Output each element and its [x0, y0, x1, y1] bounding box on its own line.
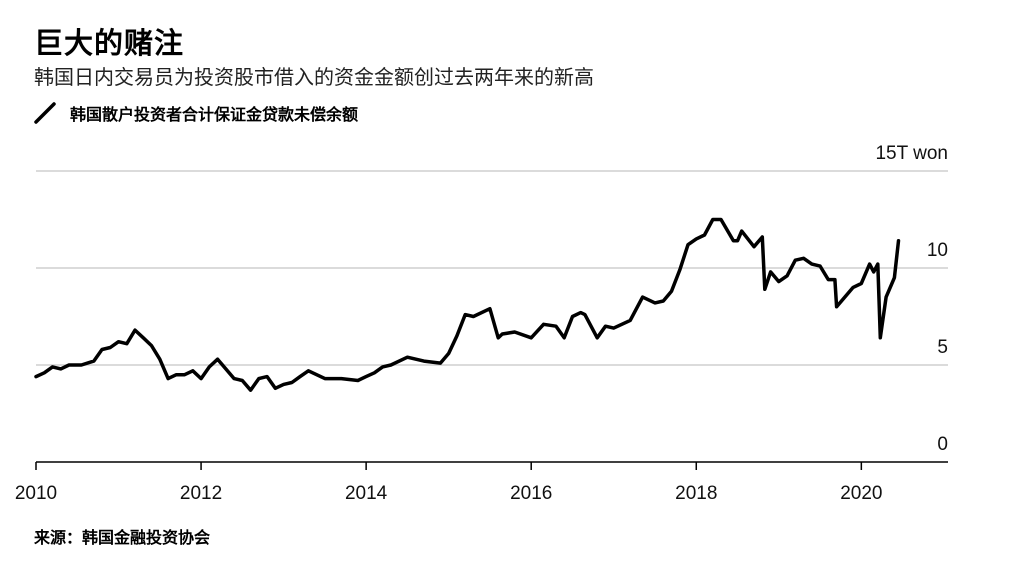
- x-tick-label: 2014: [345, 483, 388, 504]
- x-axis: [35, 461, 948, 470]
- x-tick-label: 2020: [840, 483, 882, 504]
- legend-line-icon: [34, 102, 56, 124]
- x-tick-label: 2012: [180, 483, 222, 504]
- x-tick-label: 2010: [15, 483, 57, 504]
- series-layer: [34, 217, 901, 392]
- x-tick-label: 2016: [510, 483, 552, 504]
- tick-labels: 0 5 10 15T won 2010 2012 2014 2016 2018 2020: [15, 143, 948, 504]
- y-tick-label: 0: [937, 434, 948, 455]
- series-line-margin-loans: [34, 217, 901, 392]
- gridlines: [36, 170, 948, 366]
- chart-subtitle: 韩国日内交易员为投资股市借入的资金金额创过去两年来的新高: [34, 65, 594, 89]
- chart-title: 巨大的赌注: [34, 26, 185, 60]
- y-tick-label: 10: [927, 240, 948, 261]
- y-tick-label: 15T won: [875, 143, 948, 164]
- source-note: 来源：韩国金融投资协会: [34, 528, 211, 547]
- legend-label: 韩国散户投资者合计保证金贷款未偿余额: [70, 105, 359, 124]
- legend: 韩国散户投资者合计保证金贷款未偿余额: [34, 101, 358, 125]
- x-tick-label: 2018: [675, 483, 717, 504]
- y-tick-label: 5: [937, 337, 948, 358]
